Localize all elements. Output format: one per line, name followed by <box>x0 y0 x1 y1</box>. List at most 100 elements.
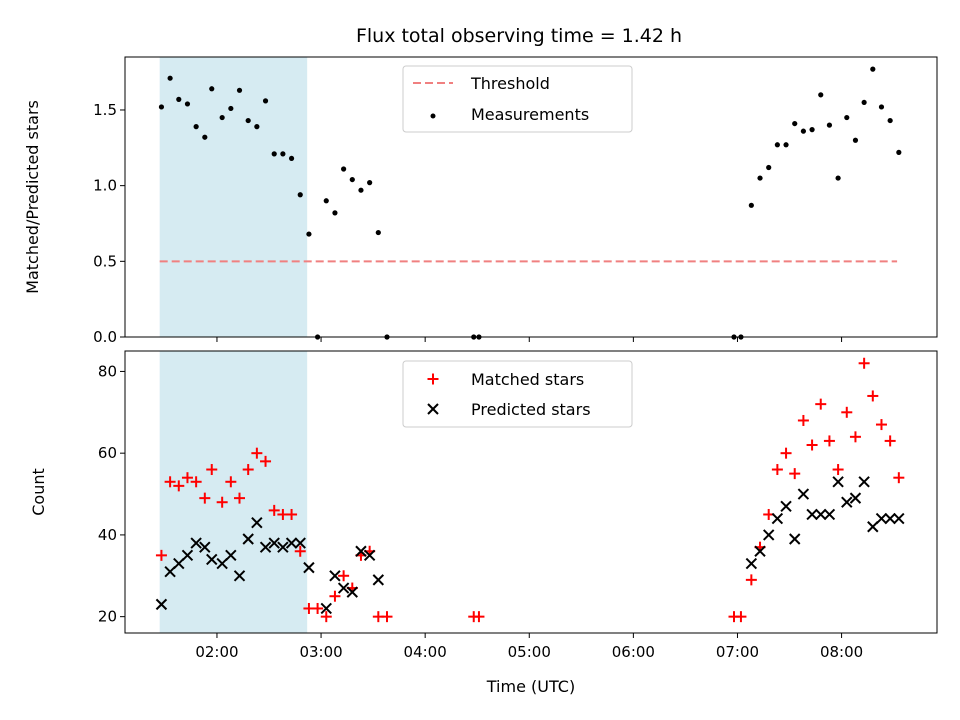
x-marker-b <box>815 508 827 521</box>
measurements-legend-label: Measurements <box>471 105 589 124</box>
matched-star-point <box>473 611 485 623</box>
matched-star-point <box>806 439 818 451</box>
x-tick-label: 02:00 <box>195 643 238 661</box>
x-marker-b <box>363 549 376 562</box>
top-plot-frame <box>124 56 938 338</box>
predicted-star-point <box>277 541 289 553</box>
predicted-star-point <box>797 488 810 500</box>
measurements-legend-swatch <box>430 113 436 119</box>
x-tick-label: 06:00 <box>612 643 655 661</box>
x-marker-b <box>832 476 844 488</box>
matched-star-point <box>225 476 237 488</box>
top-y-tick-label: 1.5 <box>93 101 117 119</box>
measurement-point <box>818 92 824 98</box>
x-marker-b <box>277 541 289 553</box>
bottom-highlight-span <box>159 351 308 633</box>
measurement-point <box>861 99 867 106</box>
measurement-point <box>809 127 815 133</box>
measurement-point <box>349 176 355 183</box>
x-marker-b <box>893 512 905 525</box>
x-marker-b <box>849 492 862 504</box>
predicted-star-point <box>780 500 792 513</box>
predicted-star-point <box>875 512 888 525</box>
x-marker-b <box>762 529 775 541</box>
x-marker-b <box>320 602 332 615</box>
measurement-point <box>375 229 381 236</box>
predicted-star-point <box>762 529 775 541</box>
bottom-legend: Matched stars Predicted stars <box>402 360 633 428</box>
measurement-point <box>158 104 165 110</box>
predicted-star-point <box>823 508 836 521</box>
x-marker-b <box>164 565 176 578</box>
matched-star-point <box>338 570 350 582</box>
x-marker-b <box>884 512 896 525</box>
predicted-star-point <box>329 570 341 582</box>
bottom-plot-frame <box>124 350 938 634</box>
matched-star-point <box>294 545 306 557</box>
matched-star-point <box>216 496 228 508</box>
measurement-point <box>766 164 772 171</box>
top-highlight-span <box>159 57 308 337</box>
matched-star-point <box>797 414 809 426</box>
x-tick-label: 08:00 <box>820 643 863 661</box>
matched-star-point <box>286 508 298 520</box>
matched-star-point <box>312 602 324 614</box>
x-marker-b <box>251 516 263 529</box>
predicted-star-point <box>190 537 202 549</box>
predicted-star-point <box>771 512 784 525</box>
measurement-point <box>844 114 850 121</box>
matched-star-point <box>173 480 185 492</box>
matched-star-point <box>884 435 896 447</box>
predicted-star-point <box>806 508 818 521</box>
matched-star-point <box>849 431 861 443</box>
predicted-star-point <box>841 496 853 508</box>
measurement-point <box>254 124 260 130</box>
predicted-star-point <box>303 561 315 574</box>
predicted-star-point <box>181 549 194 562</box>
matched-legend-label: Matched stars <box>471 370 584 389</box>
matched-star-point <box>841 406 853 418</box>
x-marker-b <box>199 541 211 553</box>
x-tick-label: 03:00 <box>299 643 342 661</box>
x-marker-b <box>858 476 870 488</box>
x-marker-b <box>355 545 367 557</box>
measurement-point <box>228 105 234 112</box>
x-marker-b <box>206 553 218 566</box>
x-marker-b <box>259 541 272 553</box>
predicted-star-point <box>233 570 246 582</box>
matched-star-point <box>199 492 211 504</box>
x-marker-b <box>225 549 237 562</box>
measurement-point <box>193 124 199 130</box>
x-marker-b <box>780 500 792 513</box>
x-marker-b <box>754 545 766 557</box>
measurement-point <box>323 198 329 204</box>
predicted-star-point <box>754 545 766 557</box>
predicted-star-point <box>337 582 350 594</box>
top-legend-box <box>402 65 633 133</box>
measurement-point <box>792 120 798 127</box>
predicted-star-point <box>745 557 758 570</box>
predicted-star-point <box>155 598 168 611</box>
predicted-star-point <box>372 574 385 586</box>
matched-stars-series <box>155 357 905 623</box>
x-marker-b <box>797 488 810 500</box>
bottom-y-tick-label: 40 <box>98 526 117 544</box>
x-marker-b <box>823 508 836 521</box>
measurement-point <box>176 96 182 102</box>
x-tick-label: 05:00 <box>508 643 551 661</box>
predicted-star-point <box>225 549 237 562</box>
x-marker-b <box>242 533 254 545</box>
x-marker-b <box>181 549 194 562</box>
x-marker-b <box>303 561 315 574</box>
predicted-legend-label: Predicted stars <box>471 400 591 419</box>
predicted-star-point <box>242 533 254 545</box>
x-marker-b <box>806 508 818 521</box>
predicted-star-point <box>268 537 280 549</box>
matched-star-point <box>234 492 246 504</box>
ratio-panel: 0.0 0.5 1.0 1.5 Matched/Predicted stars Thr… <box>23 56 938 346</box>
measurement-point <box>297 192 303 198</box>
matched-star-point <box>832 464 844 476</box>
x-marker-b <box>190 537 202 549</box>
matched-legend-swatch <box>427 373 439 385</box>
measurement-point <box>288 155 295 162</box>
